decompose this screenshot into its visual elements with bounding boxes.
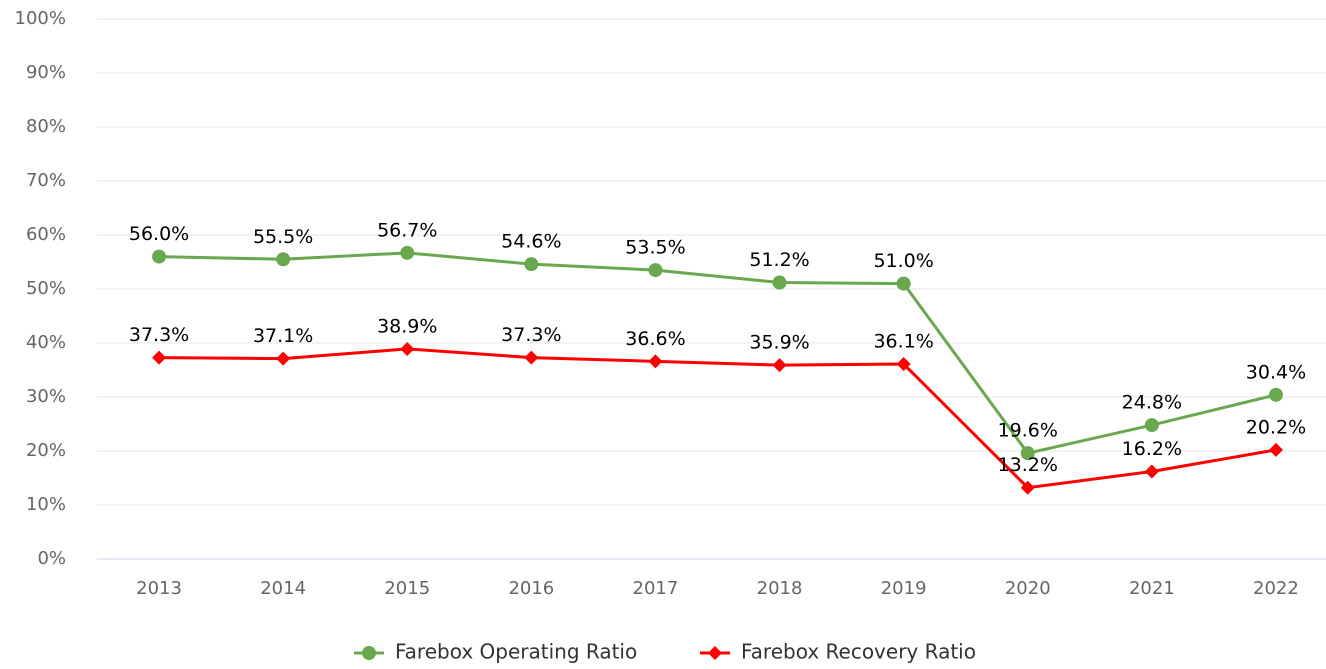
data-label: 36.1% <box>873 331 933 353</box>
x-tick-label: 2015 <box>384 578 430 599</box>
y-tick-label: 70% <box>26 170 66 191</box>
legend-marker <box>708 646 722 660</box>
data-point <box>896 276 911 291</box>
data-point <box>400 245 415 260</box>
legend-label: Farebox Recovery Ratio <box>741 640 976 664</box>
x-tick-label: 2014 <box>260 578 306 599</box>
y-tick-label: 90% <box>26 62 66 83</box>
data-point <box>1268 442 1283 457</box>
data-point <box>152 249 167 264</box>
data-label: 54.6% <box>501 231 561 253</box>
data-label: 13.2% <box>998 454 1058 476</box>
x-tick-label: 2017 <box>633 578 679 599</box>
y-tick-label: 50% <box>26 278 66 299</box>
data-point <box>1144 464 1159 479</box>
data-point <box>524 350 539 365</box>
legend-label: Farebox Operating Ratio <box>395 640 637 664</box>
data-label: 16.2% <box>1122 438 1182 460</box>
data-label: 55.5% <box>253 226 313 248</box>
data-point <box>524 257 539 272</box>
data-point <box>400 341 415 356</box>
data-label: 37.1% <box>253 325 313 347</box>
data-point <box>276 351 291 366</box>
x-tick-label: 2020 <box>1005 578 1051 599</box>
data-label: 20.2% <box>1246 416 1306 438</box>
legend-marker <box>362 646 376 660</box>
data-point <box>772 275 787 290</box>
data-label: 53.5% <box>625 237 685 259</box>
data-label: 19.6% <box>998 420 1058 442</box>
data-label: 38.9% <box>377 315 437 337</box>
data-point <box>1268 387 1283 402</box>
y-tick-label: 80% <box>26 116 66 137</box>
data-point <box>896 357 911 372</box>
data-label: 30.4% <box>1246 361 1306 383</box>
data-point <box>772 358 787 373</box>
data-label: 51.0% <box>873 250 933 272</box>
data-label: 35.9% <box>749 332 809 354</box>
data-point <box>1144 418 1159 433</box>
data-label: 37.3% <box>129 324 189 346</box>
data-point <box>648 263 663 278</box>
series-line <box>159 347 1277 490</box>
x-tick-label: 2018 <box>757 578 803 599</box>
x-tick-label: 2022 <box>1253 578 1299 599</box>
data-label: 36.6% <box>625 328 685 350</box>
x-tick-label: 2016 <box>508 578 554 599</box>
data-point <box>276 252 291 267</box>
data-label: 37.3% <box>501 324 561 346</box>
y-tick-label: 10% <box>26 494 66 515</box>
y-tick-label: 0% <box>37 548 66 569</box>
data-point <box>1020 446 1035 461</box>
y-tick-label: 100% <box>15 8 66 29</box>
data-label: 24.8% <box>1122 392 1182 414</box>
x-tick-label: 2013 <box>136 578 182 599</box>
y-tick-label: 20% <box>26 440 66 461</box>
x-tick-label: 2019 <box>881 578 927 599</box>
data-point <box>1020 480 1035 495</box>
x-tick-label: 2021 <box>1129 578 1175 599</box>
y-tick-label: 40% <box>26 332 66 353</box>
y-tick-label: 30% <box>26 386 66 407</box>
data-point <box>648 354 663 369</box>
data-point <box>152 350 167 365</box>
y-tick-label: 60% <box>26 224 66 245</box>
data-label: 56.7% <box>377 219 437 241</box>
series-line <box>159 251 1277 455</box>
data-label: 56.0% <box>129 223 189 245</box>
data-label: 51.2% <box>749 249 809 271</box>
